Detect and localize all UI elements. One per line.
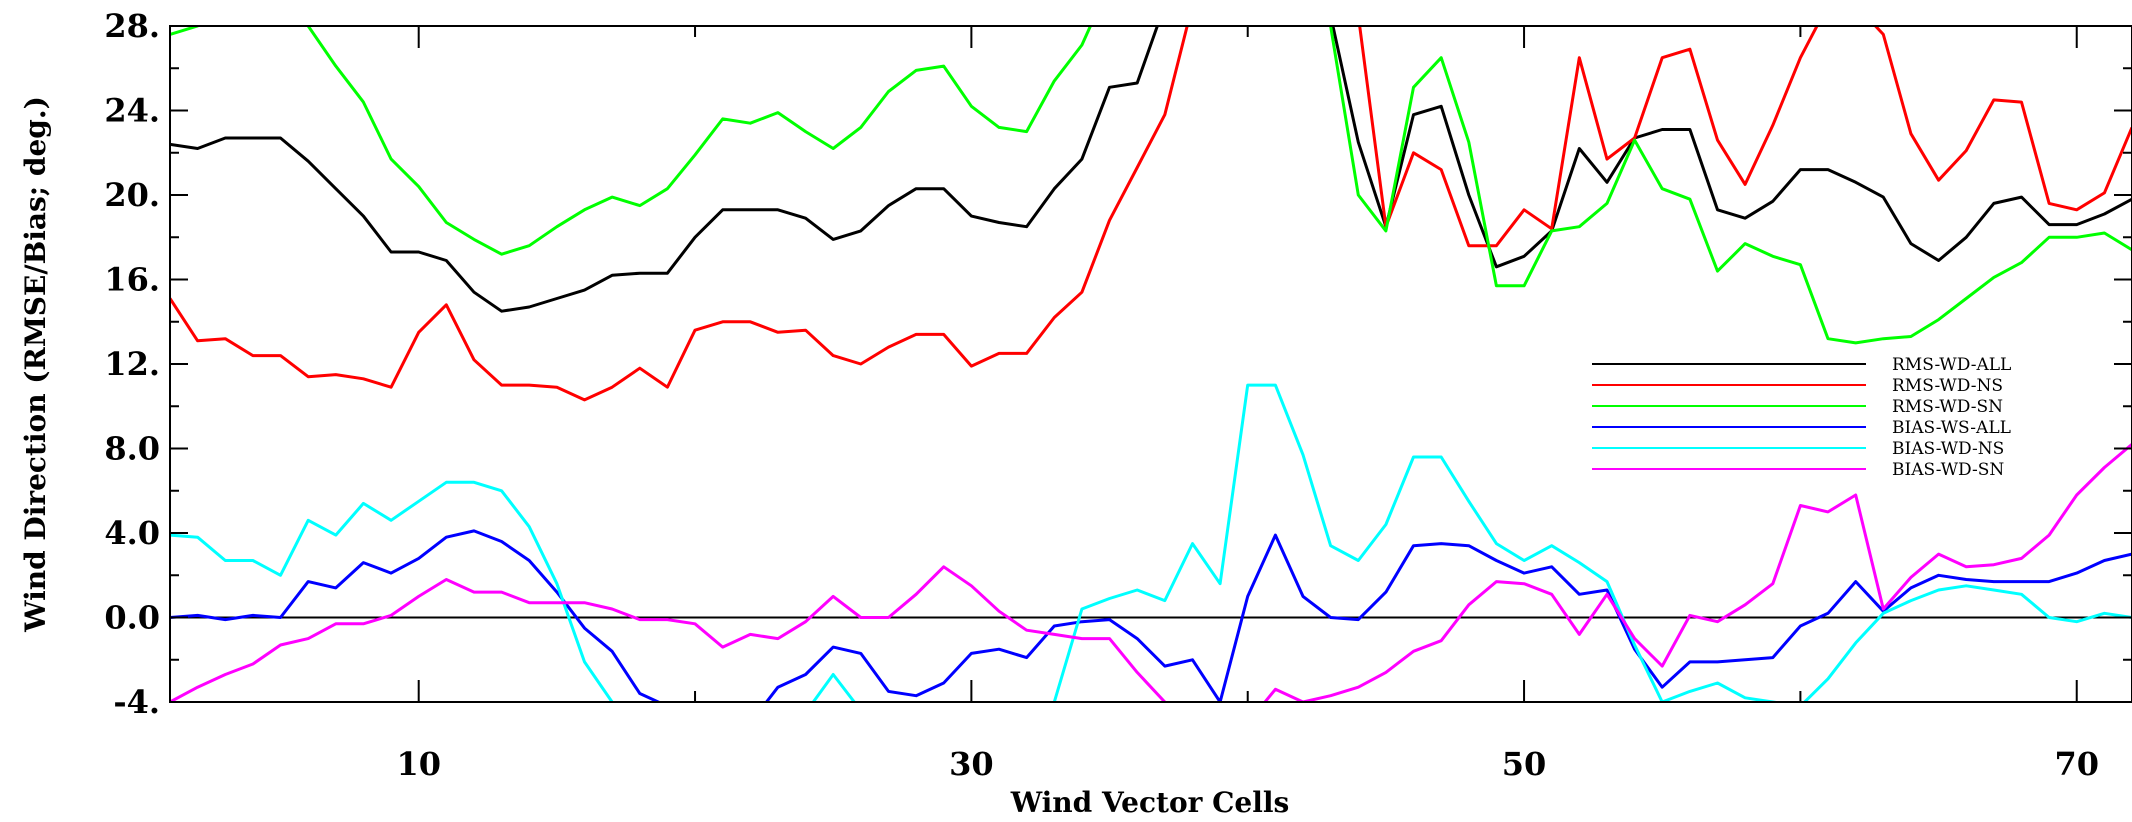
x-tick-label: 50 — [1502, 745, 1547, 783]
legend-label: BIAS-WD-SN — [1892, 460, 2004, 480]
y-tick-label: 12. — [104, 345, 160, 383]
legend-label: RMS-WD-SN — [1892, 397, 2003, 417]
series-lines — [170, 26, 2132, 702]
series-line-bias-wd-sn — [170, 443, 2132, 702]
y-tick-label: 8.0 — [104, 430, 160, 468]
y-tick-label: 20. — [104, 176, 160, 214]
series-line-rms-wd-sn — [170, 26, 2132, 345]
legend-label: BIAS-WD-NS — [1892, 439, 2004, 459]
plot-area — [169, 25, 2132, 703]
legend: RMS-WD-ALLRMS-WD-NSRMS-WD-SNBIAS-WS-ALLB… — [1592, 355, 2011, 480]
y-tick-label: 0.0 — [104, 599, 160, 637]
x-tick-label: 70 — [2054, 745, 2099, 783]
x-axis-title: Wind Vector Cells — [1010, 786, 1290, 819]
axes: -4. 0.0 4.0 8.0 12. 16. 20. 24. 28. 10 30 50 70 — [104, 7, 2132, 783]
y-tick-label: 24. — [104, 92, 160, 130]
series-line-bias-ws-all — [170, 529, 2132, 702]
legend-label: RMS-WD-NS — [1892, 376, 2003, 396]
y-tick-label: 16. — [104, 261, 160, 299]
y-axis-title: Wind Direction (RMSE/Bias; deg.) — [19, 96, 52, 633]
y-tick-label: -4. — [113, 683, 160, 721]
series-line-bias-wd-ns — [170, 383, 2132, 702]
legend-label: RMS-WD-ALL — [1892, 355, 2011, 375]
x-tick-label: 10 — [396, 745, 441, 783]
y-tick-label: 4.0 — [104, 514, 160, 552]
series-line-rms-wd-ns — [170, 26, 2132, 402]
y-tick-label: 28. — [104, 7, 160, 45]
series-line-rms-wd-all — [170, 26, 2132, 313]
x-tick-label: 30 — [949, 745, 994, 783]
legend-label: BIAS-WS-ALL — [1892, 418, 2011, 438]
